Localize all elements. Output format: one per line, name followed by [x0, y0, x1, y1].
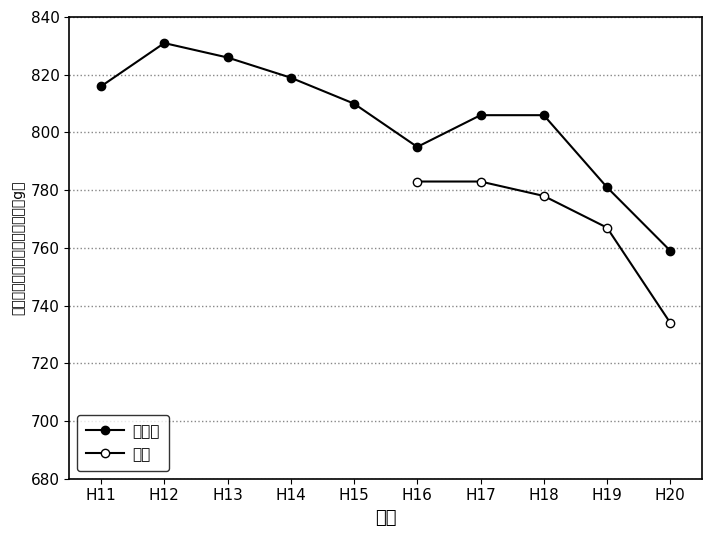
全国	[602, 224, 611, 231]
Line: 全国: 全国	[413, 178, 674, 327]
埼玉県	[160, 40, 168, 46]
埼玉県	[602, 184, 611, 190]
Y-axis label: 一人一日当たり排出量（単位：g）: 一人一日当たり排出量（単位：g）	[11, 181, 25, 315]
埼玉県	[97, 83, 106, 89]
埼玉県	[287, 74, 295, 81]
全国	[476, 178, 485, 185]
埼玉県	[413, 144, 421, 150]
Legend: 埼玉県, 全国: 埼玉県, 全国	[77, 415, 168, 471]
全国	[413, 178, 421, 185]
埼玉県	[476, 112, 485, 118]
Line: 埼玉県: 埼玉県	[97, 39, 674, 255]
全国	[540, 193, 548, 199]
埼玉県	[350, 101, 359, 107]
埼玉県	[223, 54, 232, 61]
埼玉県	[540, 112, 548, 118]
埼玉県	[666, 247, 674, 254]
X-axis label: 年度: 年度	[375, 509, 396, 527]
全国	[666, 320, 674, 326]
